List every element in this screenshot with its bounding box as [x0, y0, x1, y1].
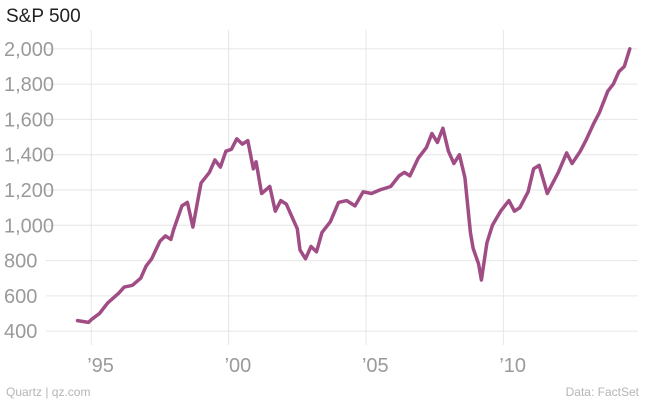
- y-tick-label: 800: [4, 251, 37, 273]
- y-tick-label: 1,000: [4, 215, 54, 237]
- y-tick-label: 1,600: [4, 109, 54, 131]
- y-tick-label: 1,200: [4, 180, 54, 202]
- chart-title: S&P 500: [6, 6, 81, 27]
- x-tick-label: ’10: [499, 355, 526, 377]
- footer-source-right: Data: FactSet: [565, 385, 639, 399]
- footer-source-left: Quartz | qz.com: [6, 385, 91, 399]
- y-tick-label: 400: [4, 321, 37, 343]
- sp500-series-line: [75, 47, 632, 325]
- y-tick-label: 1,800: [4, 74, 54, 96]
- y-tick-label: 1,400: [4, 145, 54, 167]
- x-tick-label: ’95: [87, 355, 114, 377]
- x-tick-label: ’00: [225, 355, 252, 377]
- x-tick-label: ’05: [362, 355, 389, 377]
- y-tick-label: 600: [4, 286, 37, 308]
- y-tick-label: 2,000: [4, 39, 54, 61]
